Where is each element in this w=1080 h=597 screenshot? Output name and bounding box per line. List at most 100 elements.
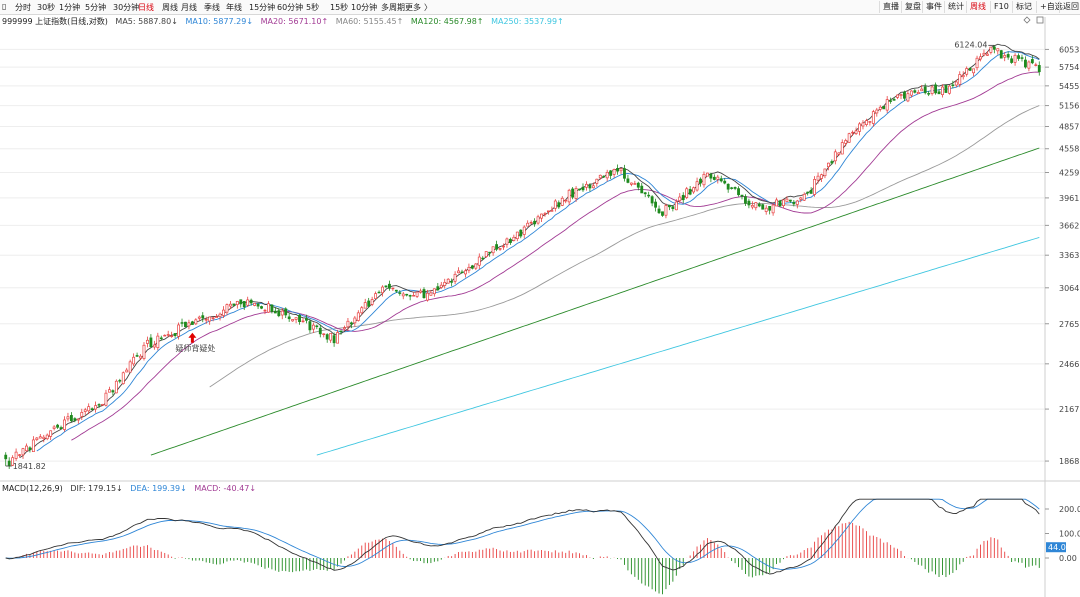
dif-line (5, 498, 1040, 575)
candle-55 (194, 318, 198, 326)
toolbar-item-0[interactable]: 分时 (15, 3, 31, 12)
toolbar-item-9[interactable]: 年线 (226, 3, 242, 12)
candle-270 (937, 89, 941, 95)
candle-28 (101, 403, 104, 406)
candle-113 (394, 289, 398, 293)
candle-19 (69, 412, 73, 423)
candle-210 (730, 186, 734, 190)
candle-295 (1024, 56, 1027, 69)
candle-116 (405, 293, 409, 297)
toolbar-item-10[interactable]: 15分钟 (249, 3, 276, 12)
candle-84 (294, 317, 298, 324)
candle-46 (163, 334, 167, 337)
toolbar-right-item-4[interactable]: 周线 (966, 1, 989, 13)
candle-273 (947, 85, 951, 95)
candle-81 (284, 307, 288, 319)
candle-149 (519, 229, 523, 239)
candle-10 (38, 434, 42, 439)
candle-255 (885, 96, 889, 114)
candle-95 (332, 332, 336, 347)
toolbar-item-7[interactable]: 月线 (181, 3, 197, 12)
candle-254 (882, 105, 886, 110)
y-tick-label-2: 5455 (1059, 82, 1079, 91)
candle-80 (280, 308, 284, 320)
candle-204 (709, 172, 713, 183)
candle-178 (619, 168, 623, 175)
candle-101 (353, 315, 357, 327)
toolbar-item-14[interactable]: 10分钟 (351, 3, 378, 12)
candle-162 (564, 199, 568, 204)
candle-54 (190, 320, 194, 325)
candle-48 (170, 331, 174, 338)
candle-16 (59, 425, 63, 430)
candle-164 (571, 187, 575, 200)
macd-current-tag-label: 44.0 (1048, 543, 1066, 552)
candle-292 (1013, 53, 1017, 66)
candle-150 (522, 225, 526, 239)
toolbar-item-1[interactable]: 30秒 (37, 3, 56, 12)
candle-36 (128, 359, 132, 373)
macd-legend: MACD(12,26,9) DIF: 179.15↓ DEA: 199.39↓ … (2, 484, 261, 495)
y-tick-label-12: 2466 (1059, 360, 1079, 369)
candle-29 (104, 389, 108, 407)
candle-110 (384, 285, 388, 289)
toolbar-right-item-5[interactable]: F10 (990, 1, 1012, 13)
candle-219 (761, 203, 765, 210)
toolbar-item-12[interactable]: 5秒 (306, 3, 320, 12)
candle-288 (999, 49, 1003, 59)
candle-30 (108, 386, 111, 393)
toolbar-right-item-8[interactable]: 返回 (1059, 1, 1080, 13)
candle-126 (439, 281, 443, 289)
candle-196 (681, 192, 685, 204)
candle-47 (166, 330, 170, 338)
candle-269 (934, 82, 937, 95)
candle-34 (121, 371, 125, 385)
candle-214 (744, 194, 747, 207)
y-tick-label-14: 1868 (1059, 457, 1079, 466)
toolbar-right-item-2[interactable]: 事件 (922, 1, 945, 13)
candle-277 (961, 71, 965, 80)
candle-251 (871, 109, 875, 127)
panel-icon[interactable]: ▯ (2, 2, 7, 11)
toolbar-item-4[interactable]: 30分钟 (113, 3, 140, 12)
candle-249 (865, 118, 868, 127)
candle-153 (533, 218, 537, 227)
candle-111 (387, 280, 391, 291)
candle-275 (954, 79, 958, 88)
toolbar-right-item-3[interactable]: 统计 (944, 1, 967, 13)
candle-299 (1037, 61, 1041, 76)
toolbar-right-item-1[interactable]: 复盘 (901, 1, 924, 13)
toolbar-item-8[interactable]: 季线 (204, 3, 220, 12)
candle-173 (602, 175, 606, 178)
candle-143 (498, 247, 502, 251)
low-value-label: 1841.82 (13, 462, 46, 471)
toolbar-item-16[interactable]: 更多 (405, 3, 421, 12)
toolbar-right-item-0[interactable]: 直播 (879, 1, 902, 13)
candle-109 (381, 285, 384, 297)
candle-272 (944, 84, 948, 93)
toolbar-right-item-6[interactable]: 标记 (1012, 1, 1035, 13)
toolbar-item-5[interactable]: 日线 (138, 3, 154, 12)
candle-194 (674, 199, 678, 211)
toolbar-item-11[interactable]: 60分钟 (277, 3, 304, 12)
candle-53 (187, 319, 191, 330)
toolbar-item-13[interactable]: 15秒 (330, 3, 349, 12)
candle-20 (73, 417, 77, 423)
candle-43 (152, 340, 156, 350)
toolbar-item-2[interactable]: 1分钟 (59, 3, 81, 12)
candle-140 (488, 251, 492, 257)
candle-211 (733, 186, 737, 191)
toolbar-item-6[interactable]: 周线 (162, 3, 178, 12)
candle-201 (699, 177, 702, 187)
candle-278 (965, 66, 969, 77)
candle-247 (858, 122, 861, 136)
toolbar-item-3[interactable]: 5分钟 (85, 3, 107, 12)
candle-62 (218, 312, 222, 321)
chevron-right-icon[interactable]: 〉 (424, 3, 432, 12)
toolbar-item-15[interactable]: 多周期 (381, 3, 405, 12)
candle-90 (315, 324, 319, 330)
candle-61 (215, 314, 219, 318)
toolbar-right-item-7[interactable]: +自选 (1036, 1, 1066, 13)
candle-25 (90, 407, 94, 411)
